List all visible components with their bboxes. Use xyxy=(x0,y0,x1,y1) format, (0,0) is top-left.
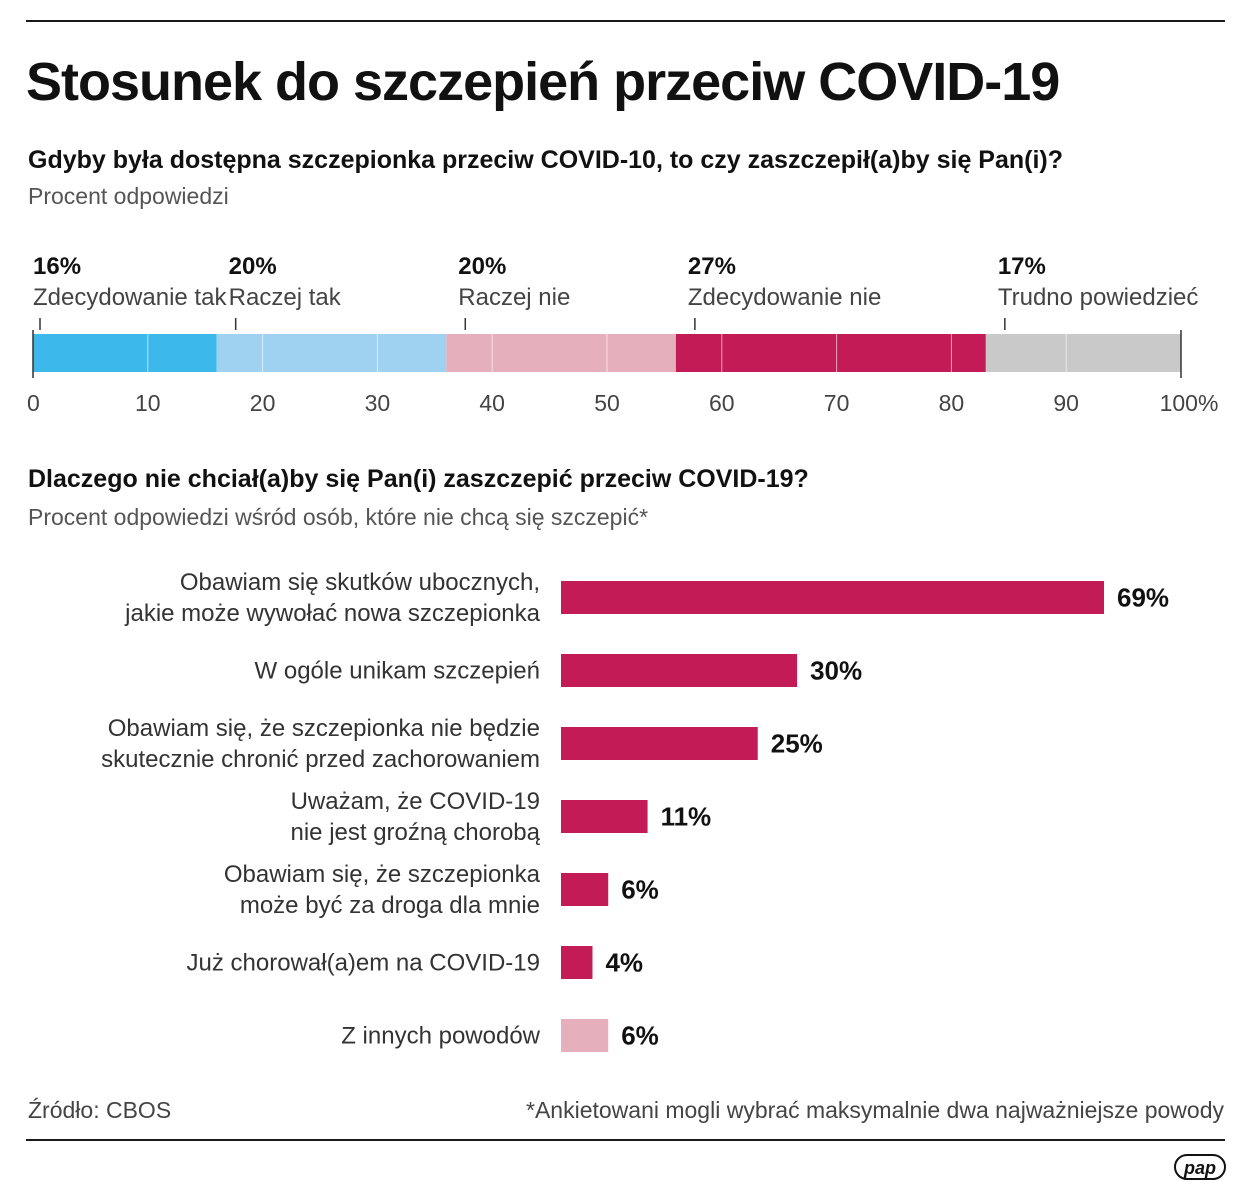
segment-value-label: 17% xyxy=(998,253,1046,280)
reason-category-label: Już chorował(a)em na COVID-19 xyxy=(187,950,540,977)
reason-bar xyxy=(561,800,648,833)
reason-category-label: Obawiam się, że szczepionka xyxy=(224,861,541,888)
segment-category-label: Raczej tak xyxy=(229,284,342,311)
question-1-subtitle: Procent odpowiedzi xyxy=(28,183,229,209)
question-2-subtitle: Procent odpowiedzi wśród osób, które nie… xyxy=(28,504,649,530)
chart-title: Stosunek do szczepień przeciw COVID-19 xyxy=(26,52,1060,112)
reason-bar xyxy=(561,946,593,979)
x-tick-label: 90 xyxy=(1053,390,1079,416)
reason-value-label: 25% xyxy=(771,729,823,759)
reason-category-label: nie jest groźną chorobą xyxy=(291,819,541,846)
reason-value-label: 6% xyxy=(621,875,659,905)
reason-category-label: skutecznie chronić przed zachorowaniem xyxy=(101,746,540,773)
question-1-title: Gdyby była dostępna szczepionka przeciw … xyxy=(28,146,1064,174)
reason-category-label: jakie może wywołać nowa szczepionka xyxy=(124,600,541,627)
x-tick-label: 20 xyxy=(250,390,276,416)
x-tick-label: 60 xyxy=(709,390,735,416)
reason-bar xyxy=(561,727,758,760)
bottom-rule xyxy=(26,1139,1225,1141)
stacked-segment-1 xyxy=(33,334,217,372)
reason-category-label: W ogóle unikam szczepień xyxy=(255,658,540,685)
reason-bar xyxy=(561,654,798,687)
x-tick-label: 0 xyxy=(27,390,40,416)
reason-value-label: 69% xyxy=(1117,583,1169,613)
x-tick-label: 70 xyxy=(824,390,850,416)
question-2-title: Dlaczego nie chciał(a)by się Pan(i) zasz… xyxy=(28,465,809,493)
segment-value-label: 16% xyxy=(33,253,81,280)
reason-bar xyxy=(561,581,1104,614)
segment-value-label: 20% xyxy=(458,253,506,280)
top-rule xyxy=(26,20,1225,22)
segment-value-label: 27% xyxy=(688,253,736,280)
x-tick-label: 50 xyxy=(594,390,620,416)
reason-category-label: Obawiam się, że szczepionka nie będzie xyxy=(108,715,540,742)
stacked-segment-3 xyxy=(446,334,676,372)
reason-bar xyxy=(561,1019,609,1052)
stacked-segment-5 xyxy=(985,334,1181,372)
x-tick-label: 30 xyxy=(365,390,391,416)
segment-value-label: 20% xyxy=(229,253,277,280)
footnote: *Ankietowani mogli wybrać maksymalnie dw… xyxy=(526,1097,1224,1123)
pap-logo: pap xyxy=(1174,1154,1226,1180)
reasons-bar-chart: 69% Obawiam się skutków ubocznych, jakie m… xyxy=(101,569,1169,1052)
x-tick-label: 80 xyxy=(939,390,965,416)
reason-bar xyxy=(561,873,609,906)
stacked-segment-2 xyxy=(216,334,447,372)
reason-category-label: Z innych powodów xyxy=(341,1023,540,1050)
segment-category-label: Raczej nie xyxy=(458,284,570,311)
segment-category-label: Zdecydowanie nie xyxy=(688,284,881,311)
source-note: Źródło: CBOS xyxy=(28,1097,172,1123)
reason-value-label: 30% xyxy=(810,656,862,686)
reason-category-label: Obawiam się skutków ubocznych, xyxy=(180,569,540,596)
reason-value-label: 4% xyxy=(605,948,643,978)
segment-category-label: Zdecydowanie tak xyxy=(33,284,227,311)
x-tick-label: 40 xyxy=(479,390,505,416)
reason-value-label: 11% xyxy=(661,802,712,832)
stacked-segment-4 xyxy=(675,334,986,372)
segment-category-label: Trudno powiedzieć xyxy=(998,284,1199,311)
reason-value-label: 6% xyxy=(621,1021,659,1051)
reason-category-label: może być za droga dla mnie xyxy=(240,892,540,919)
x-tick-label: 100% xyxy=(1160,390,1219,416)
reason-category-label: Uważam, że COVID-19 xyxy=(291,788,540,815)
x-tick-label: 10 xyxy=(135,390,161,416)
